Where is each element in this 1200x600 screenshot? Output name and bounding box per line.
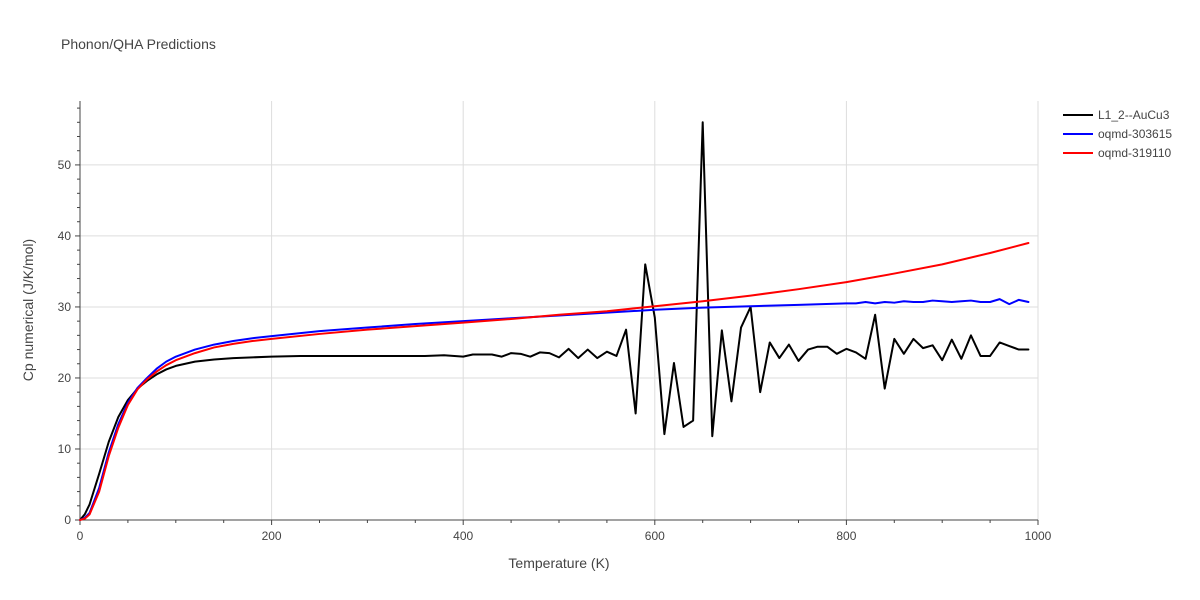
x-tick-label: 600 bbox=[645, 529, 665, 543]
legend-item[interactable]: oqmd-319110 bbox=[1063, 146, 1171, 160]
legend-label: oqmd-303615 bbox=[1098, 127, 1172, 141]
x-tick-label: 0 bbox=[77, 529, 84, 543]
legend-item[interactable]: L1_2--AuCu3 bbox=[1063, 108, 1170, 122]
y-tick-label: 10 bbox=[58, 442, 72, 456]
y-tick-label: 40 bbox=[58, 229, 72, 243]
y-tick-label: 20 bbox=[58, 371, 72, 385]
legend-label: L1_2--AuCu3 bbox=[1098, 108, 1170, 122]
series-line-oqmd-303615[interactable] bbox=[79, 298, 1030, 521]
y-tick-label: 0 bbox=[64, 513, 71, 527]
legend-label: oqmd-319110 bbox=[1098, 146, 1171, 160]
series-line-L1_2--AuCu3[interactable] bbox=[79, 121, 1030, 521]
tick-labels: 0 200 400 600 800 1000 0 10 20 30 40 50 bbox=[58, 158, 1052, 543]
x-tick-label: 200 bbox=[262, 529, 282, 543]
y-tick-label: 50 bbox=[58, 158, 72, 172]
x-axis-title: Temperature (K) bbox=[508, 555, 609, 571]
x-tick-label: 1000 bbox=[1025, 529, 1052, 543]
x-tick-label: 400 bbox=[453, 529, 473, 543]
axes bbox=[75, 101, 1039, 525]
plot-area[interactable] bbox=[79, 121, 1030, 521]
y-tick-label: 30 bbox=[58, 300, 72, 314]
legend[interactable]: L1_2--AuCu3 oqmd-303615 oqmd-319110 bbox=[1063, 108, 1172, 160]
series-line-oqmd-319110[interactable] bbox=[79, 242, 1030, 521]
chart-title: Phonon/QHA Predictions bbox=[61, 36, 216, 52]
y-axis-title: Cp numerical (J/K/mol) bbox=[20, 239, 36, 381]
x-tick-label: 800 bbox=[836, 529, 856, 543]
grid-lines bbox=[80, 101, 1039, 520]
legend-item[interactable]: oqmd-303615 bbox=[1063, 127, 1172, 141]
